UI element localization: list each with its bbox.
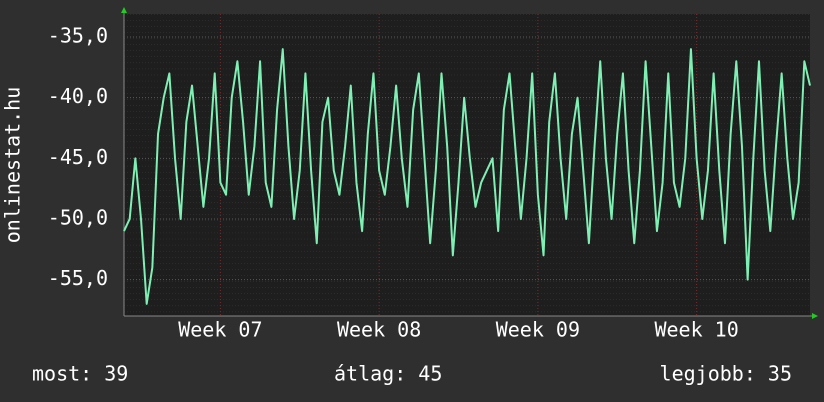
y-tick-label: -40,0	[48, 84, 108, 108]
footer-text: most: 39	[32, 362, 128, 386]
x-tick-label: Week 10	[654, 318, 738, 342]
y-tick-label: -35,0	[48, 24, 108, 48]
x-tick-label: Week 08	[337, 318, 421, 342]
x-tick-label: Week 09	[496, 318, 580, 342]
y-tick-label: -55,0	[48, 266, 108, 290]
footer-text: legjobb: 35	[660, 362, 792, 386]
data-line	[123, 48, 811, 305]
y-tick-label: -45,0	[48, 145, 108, 169]
axis-arrow	[812, 313, 818, 319]
axis-arrow	[121, 7, 127, 13]
y-tick-label: -50,0	[48, 205, 108, 229]
footer-text: átlag: 45	[334, 362, 442, 386]
x-tick-label: Week 07	[178, 318, 262, 342]
y-axis-title: onlinestat.hu	[1, 87, 25, 244]
